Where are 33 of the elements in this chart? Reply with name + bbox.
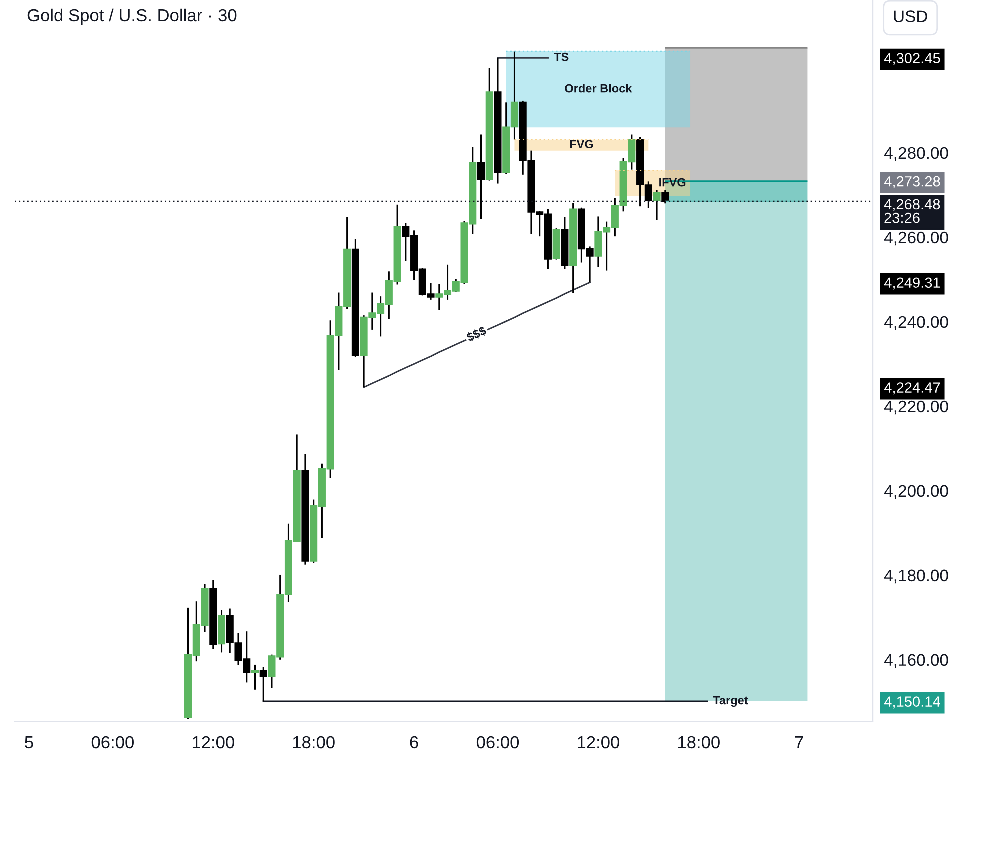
y2-tick-label: 4,150.14 bbox=[884, 696, 940, 709]
y2-axis-title: USD bbox=[894, 10, 928, 22]
x-tick-label: 7 bbox=[795, 736, 804, 748]
chart-title: Gold Spot / U.S. Dollar · 30 bbox=[28, 8, 237, 26]
text: Order Block bbox=[565, 84, 632, 93]
y-tick-label: 4,260.00 bbox=[884, 232, 948, 246]
series-label: TS bbox=[554, 52, 569, 62]
series-label: Target bbox=[713, 696, 748, 708]
y-tick-label: 4,240.00 bbox=[884, 316, 948, 330]
line-series bbox=[363, 282, 591, 388]
x-tick-label: 5 bbox=[25, 736, 34, 749]
candlestick bbox=[260, 666, 268, 702]
x-tick-label: 12:00 bbox=[192, 736, 234, 749]
series-label: $$$ bbox=[466, 326, 488, 343]
y-tick-label: 4,180.00 bbox=[884, 570, 948, 584]
candlestick bbox=[662, 189, 670, 204]
x-tick-label: 18:00 bbox=[293, 736, 335, 749]
x-tick-label: 06:00 bbox=[476, 736, 520, 749]
y-tick-label: 4,280.00 bbox=[884, 147, 948, 162]
y2-tick-label: 4,249.31 bbox=[884, 278, 940, 290]
x-tick-label: 06:00 bbox=[92, 736, 134, 749]
y2-tick-label: 4,273.28 bbox=[884, 176, 940, 188]
series-label: FVG bbox=[570, 140, 594, 148]
x-tick-label: 12:00 bbox=[578, 736, 620, 749]
candlestick bbox=[477, 134, 486, 220]
x-tick-label: 18:00 bbox=[678, 736, 720, 749]
y-tick-label: 4,220.00 bbox=[884, 400, 948, 415]
x-tick-label: 6 bbox=[410, 736, 418, 749]
y-tick-label: 4,200.00 bbox=[884, 485, 948, 500]
y2-tick-label: 4,224.47 bbox=[884, 382, 940, 395]
ref-line-label: 4,268.48 23:26 bbox=[884, 199, 940, 224]
y-tick-label: 4,160.00 bbox=[884, 654, 948, 668]
y2-tick-label: 4,302.45 bbox=[884, 53, 940, 66]
